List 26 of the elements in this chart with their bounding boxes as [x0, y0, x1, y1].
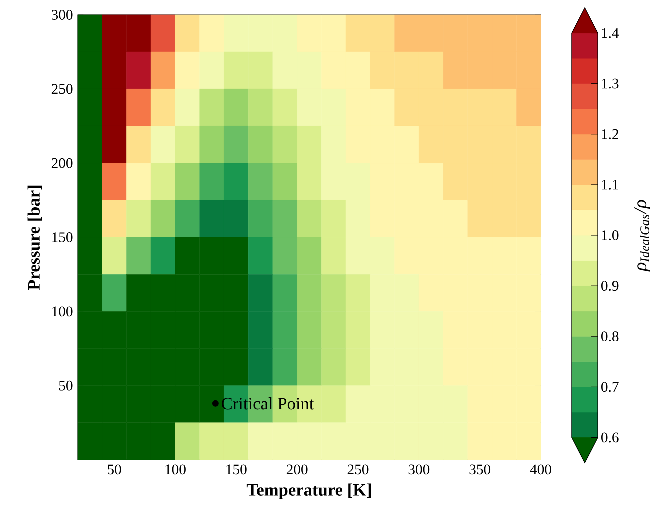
x-tick-label: 400 [530, 464, 552, 475]
y-tick-label: 50 [59, 380, 73, 391]
y-tick-label: 150 [52, 232, 73, 242]
x-tick-label: 350 [470, 464, 491, 475]
x-tick-label: 250 [348, 464, 369, 475]
color-bar-title: ρ$_{IdealGas}$/ρ [634, 200, 650, 272]
x-tick-label: 300 [408, 464, 430, 475]
y-axis-title: Pressure [bar] [28, 186, 42, 290]
color-bar-label: 0.6 [602, 432, 619, 443]
x-axis-title: Temperature [K] [246, 484, 372, 500]
color-bar-label: 0.9 [602, 281, 619, 292]
y-tick-label: 100 [52, 306, 73, 317]
x-tick-label: 50 [108, 464, 122, 475]
x-tick-label: 100 [166, 464, 186, 475]
y-tick-label: 250 [52, 84, 73, 94]
color-bar-label: 1.2 [602, 129, 618, 140]
color-bar-label: 1.4 [602, 28, 620, 38]
x-tick-label: 150 [226, 464, 247, 475]
y-tick-label: 200 [52, 158, 73, 168]
y-tick-label: 300 [52, 10, 73, 20]
color-bar-label: 1.3 [602, 78, 619, 89]
color-bar-label: 1.1 [602, 180, 618, 190]
color-bar-label: 1.0 [602, 230, 619, 240]
color-bar-label: 0.7 [602, 382, 619, 392]
x-tick-label: 200 [286, 464, 308, 475]
color-bar-label: 0.8 [602, 332, 619, 342]
